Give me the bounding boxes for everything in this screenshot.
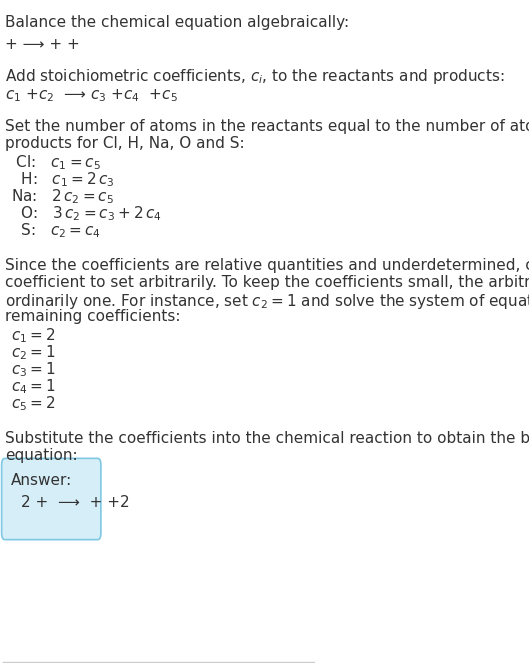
Text: $c_1$ +$c_2$  ⟶ $c_3$ +$c_4$  +$c_5$: $c_1$ +$c_2$ ⟶ $c_3$ +$c_4$ +$c_5$ [5,87,178,103]
Text: products for Cl, H, Na, O and S:: products for Cl, H, Na, O and S: [5,136,244,151]
Text: S:   $c_2 = c_4$: S: $c_2 = c_4$ [11,221,101,240]
Text: + ⟶ + +: + ⟶ + + [5,37,79,52]
Text: Add stoichiometric coefficients, $c_i$, to the reactants and products:: Add stoichiometric coefficients, $c_i$, … [5,67,504,86]
Text: Set the number of atoms in the reactants equal to the number of atoms in the: Set the number of atoms in the reactants… [5,119,529,134]
Text: equation:: equation: [5,448,77,463]
Text: O:   $3\,c_2 = c_3 + 2\,c_4$: O: $3\,c_2 = c_3 + 2\,c_4$ [11,204,162,223]
Text: Cl:   $c_1 = c_5$: Cl: $c_1 = c_5$ [11,153,101,172]
Text: $c_1 = 2$: $c_1 = 2$ [11,326,55,345]
Text: $c_4 = 1$: $c_4 = 1$ [11,377,56,396]
Text: Balance the chemical equation algebraically:: Balance the chemical equation algebraica… [5,15,349,30]
Text: $c_3 = 1$: $c_3 = 1$ [11,360,56,379]
Text: $c_2 = 1$: $c_2 = 1$ [11,343,56,362]
Text: H:   $c_1 = 2\,c_3$: H: $c_1 = 2\,c_3$ [11,170,114,189]
Text: ordinarily one. For instance, set $c_2 = 1$ and solve the system of equations fo: ordinarily one. For instance, set $c_2 =… [5,292,529,311]
Text: Answer:: Answer: [11,473,72,488]
Text: coefficient to set arbitrarily. To keep the coefficients small, the arbitrary va: coefficient to set arbitrarily. To keep … [5,275,529,290]
Text: 2 +  ⟶  + +2: 2 + ⟶ + +2 [21,495,130,510]
FancyBboxPatch shape [2,458,101,540]
Text: Since the coefficients are relative quantities and underdetermined, choose a: Since the coefficients are relative quan… [5,258,529,273]
Text: $c_5 = 2$: $c_5 = 2$ [11,394,55,412]
Text: remaining coefficients:: remaining coefficients: [5,309,180,324]
Text: Substitute the coefficients into the chemical reaction to obtain the balanced: Substitute the coefficients into the che… [5,431,529,446]
Text: Na:   $2\,c_2 = c_5$: Na: $2\,c_2 = c_5$ [11,187,114,206]
